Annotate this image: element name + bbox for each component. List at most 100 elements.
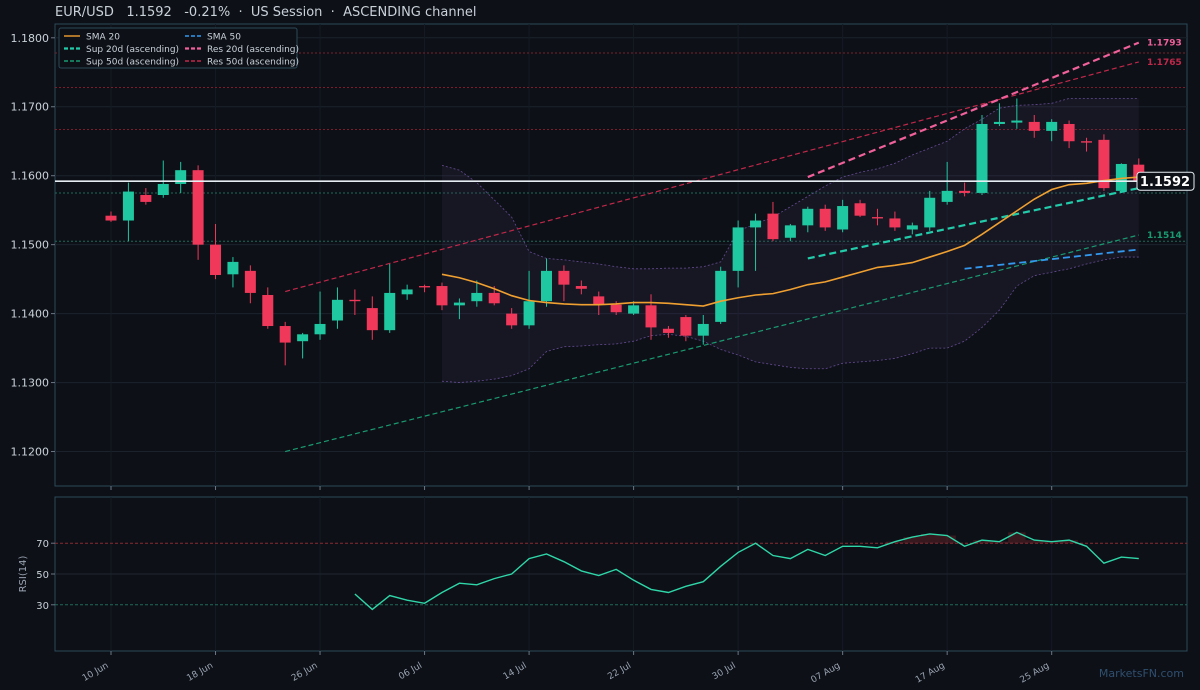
x-tick-label: 18 Jun xyxy=(185,661,215,684)
candle-body xyxy=(941,190,953,202)
candle-body xyxy=(1011,120,1023,123)
candle-body xyxy=(575,286,587,289)
candle-body xyxy=(593,296,605,305)
candle-body xyxy=(366,308,378,331)
candle-body xyxy=(210,244,222,275)
sup50-line xyxy=(285,234,1139,453)
candle-body xyxy=(750,220,762,228)
candle-body xyxy=(331,299,343,321)
rsi-overbought-fill xyxy=(886,532,1078,544)
sma50-line xyxy=(964,248,1139,270)
y-tick-label: 1.1400 xyxy=(11,308,50,321)
chart-header: EUR/USD 1.1592 -0.21% · US Session · ASC… xyxy=(55,5,477,20)
candle-body xyxy=(471,292,483,302)
candle-body xyxy=(697,323,709,336)
x-tick-label: 07 Aug xyxy=(810,661,843,686)
candle-body xyxy=(924,197,936,228)
candle-body xyxy=(227,261,239,275)
candle-body xyxy=(889,218,901,228)
candle-body xyxy=(645,305,657,328)
bollinger-upper xyxy=(441,98,1139,270)
candle-body xyxy=(784,225,796,238)
price: 1.1592 xyxy=(126,5,172,20)
change: -0.21% xyxy=(184,5,231,20)
candle-body xyxy=(662,328,674,333)
watermark: MarketsFN.com xyxy=(1098,667,1184,680)
trend-end-label: 1.1793 xyxy=(1147,39,1182,49)
rsi-axis-label: RSI(14) xyxy=(18,556,29,593)
candle-body xyxy=(384,292,396,331)
res20-line xyxy=(807,41,1140,179)
candle-body xyxy=(122,191,134,221)
y-tick-label: 1.1300 xyxy=(11,377,50,390)
candle-body xyxy=(680,317,692,336)
bollinger-lower xyxy=(441,256,1139,383)
symbol: EUR/USD xyxy=(55,5,114,20)
y-tick-label: 1.1700 xyxy=(11,101,50,114)
price-panel xyxy=(54,23,1188,487)
y-tick-label: 1.1200 xyxy=(11,446,50,459)
candle-body xyxy=(1046,121,1058,131)
candle-body xyxy=(871,217,883,219)
candle-body xyxy=(1028,121,1040,131)
rsi-y-tick-label: 30 xyxy=(36,601,49,612)
candle-body xyxy=(314,323,326,335)
x-tick-label: 22 Jul xyxy=(606,661,633,682)
candle-body xyxy=(244,270,256,293)
candle-body xyxy=(854,203,866,216)
candle-body xyxy=(175,170,187,184)
legend-label: Res 50d (ascending) xyxy=(207,58,299,68)
candle-body xyxy=(959,190,971,193)
trend-end-label: 1.1765 xyxy=(1147,58,1182,68)
candle-body xyxy=(523,301,535,326)
x-tick-label: 30 Jul xyxy=(711,661,738,682)
x-tick-label: 10 Jun xyxy=(81,661,111,684)
candle-body xyxy=(192,170,204,245)
candle-body xyxy=(401,289,413,295)
x-tick-label: 26 Jun xyxy=(290,661,320,684)
candle-body xyxy=(767,213,779,240)
sup20-line xyxy=(807,187,1140,260)
candle-body xyxy=(105,215,117,221)
current-price-label: 1.1592 xyxy=(1140,175,1190,190)
candle-body xyxy=(453,302,465,306)
candle-body xyxy=(506,313,518,326)
y-tick-label: 1.1500 xyxy=(11,239,50,252)
channel: ASCENDING channel xyxy=(343,5,477,20)
candle-body xyxy=(628,305,640,314)
legend-box xyxy=(58,27,298,69)
candle-body xyxy=(1098,139,1110,189)
candle-body xyxy=(349,299,361,302)
candle-body xyxy=(610,304,622,313)
legend-label: Sup 50d (ascending) xyxy=(86,58,179,68)
candle-body xyxy=(436,286,448,306)
candle-body xyxy=(262,294,274,327)
legend-label: Sup 20d (ascending) xyxy=(86,45,179,55)
candle-body xyxy=(488,292,500,304)
candle-body xyxy=(715,270,727,322)
sma20-line xyxy=(441,176,1139,307)
candle-body xyxy=(732,227,744,271)
x-tick-label: 06 Jul xyxy=(397,661,424,682)
candle-body xyxy=(802,208,814,226)
candle-body xyxy=(297,334,309,342)
y-tick-label: 1.1800 xyxy=(11,32,50,45)
candle-body xyxy=(140,195,152,202)
legend-label: SMA 50 xyxy=(207,33,241,43)
candle-body xyxy=(1081,141,1093,143)
rsi-y-tick-label: 50 xyxy=(36,570,49,581)
legend-label: SMA 20 xyxy=(86,33,120,43)
candle-body xyxy=(279,326,291,343)
candle-body xyxy=(976,123,988,193)
candle-body xyxy=(837,206,849,230)
legend-label: Res 20d (ascending) xyxy=(207,45,299,55)
current-price-box xyxy=(1136,171,1195,191)
rsi-line xyxy=(354,531,1139,611)
candle-body xyxy=(1115,163,1127,191)
x-tick-label: 14 Jul xyxy=(502,661,529,682)
candle-body xyxy=(1063,123,1075,142)
candle-body xyxy=(157,183,169,196)
trend-end-label: 1.1514 xyxy=(1147,231,1182,241)
x-tick-label: 17 Aug xyxy=(914,661,947,686)
